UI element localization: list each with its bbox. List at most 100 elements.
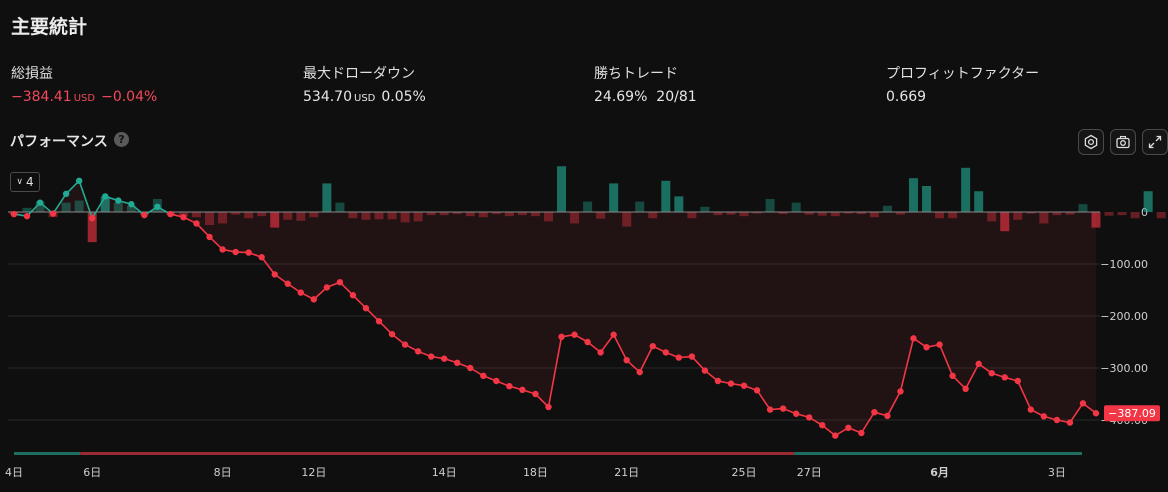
equity-segment: [899, 338, 915, 392]
trade-bar: [530, 212, 540, 217]
equity-point: [688, 353, 696, 360]
equity-point: [115, 197, 122, 204]
equity-point: [23, 212, 31, 220]
equity-point: [440, 355, 448, 362]
trade-bar: [400, 212, 410, 223]
stat-amount: 24.69%: [594, 89, 648, 105]
equity-point: [988, 370, 995, 377]
stat-percent: 0.05%: [381, 89, 426, 105]
stat-max-drawdown: 最大ドローダウン 534.70 USD 0.05%: [303, 63, 426, 105]
equity-point: [923, 344, 930, 351]
screenshot-button[interactable]: [1110, 129, 1136, 155]
equity-point: [362, 305, 370, 312]
performance-title: パフォーマンス: [10, 134, 108, 150]
equity-point: [193, 220, 200, 227]
x-tick-label: 8日: [214, 466, 232, 479]
trade-bar: [1117, 212, 1127, 216]
equity-point: [545, 403, 552, 411]
trade-bar: [1013, 212, 1023, 220]
x-tick-label: 4日: [5, 466, 23, 479]
settings-button[interactable]: [1078, 129, 1104, 155]
equity-point: [897, 388, 904, 395]
trade-bar: [583, 201, 593, 212]
range-bar-negative: [80, 452, 795, 455]
fullscreen-icon: [1148, 135, 1162, 149]
equity-point: [975, 360, 982, 368]
x-tick-label: 12日: [301, 466, 326, 479]
trade-bar: [1026, 212, 1036, 214]
last-value-badge: [1104, 405, 1160, 422]
equity-point: [258, 254, 265, 261]
trade-bar: [517, 212, 527, 216]
trade-bar: [570, 212, 580, 224]
trade-bar: [218, 212, 228, 224]
trade-bar: [869, 212, 879, 218]
trade-bar: [452, 212, 462, 215]
trade-bar: [1078, 204, 1088, 212]
stat-label: プロフィットファクター: [886, 66, 1040, 82]
trade-bar: [309, 212, 319, 218]
trade-bar: [1104, 212, 1114, 216]
trade-bar: [1130, 212, 1140, 219]
stat-count: 20/81: [656, 89, 697, 105]
trade-bar: [1143, 191, 1153, 212]
equity-point: [493, 377, 500, 385]
trade-bar: [87, 212, 97, 243]
equity-point: [871, 409, 878, 416]
trade-bar: [609, 183, 619, 212]
equity-segment: [1017, 380, 1032, 410]
trade-bar: [804, 212, 814, 215]
equity-point: [375, 318, 383, 325]
question-circle-icon[interactable]: ?: [114, 132, 129, 147]
zoom-dropdown[interactable]: ∨ 4: [10, 172, 40, 192]
equity-segment: [78, 180, 93, 219]
stat-amount: 534.70: [303, 89, 352, 105]
range-bar-positive: [794, 452, 1082, 455]
x-tick-label: 6月: [930, 466, 949, 479]
trade-bar: [335, 202, 345, 212]
equity-point: [558, 333, 565, 340]
x-tick-label: 25日: [732, 466, 757, 479]
equity-point: [427, 353, 435, 360]
trade-bar: [791, 202, 801, 212]
equity-point: [819, 422, 826, 429]
settings-icon: [1084, 134, 1098, 150]
equity-area: [14, 180, 1096, 436]
trade-bar: [257, 212, 267, 217]
trade-bar: [987, 212, 997, 222]
trade-bar: [765, 199, 775, 212]
trade-bar: [465, 212, 475, 217]
equity-segment: [756, 389, 771, 411]
trade-bar: [439, 212, 449, 216]
equity-segment: [52, 193, 67, 215]
trade-bar: [687, 212, 697, 219]
trade-bar: [961, 167, 971, 212]
equity-point: [636, 368, 643, 376]
equity-point: [740, 382, 748, 389]
equity-segment: [261, 256, 276, 275]
stat-percent: −0.04%: [101, 89, 158, 105]
equity-point: [323, 284, 331, 291]
equity-point: [297, 289, 304, 296]
equity-point: [714, 377, 722, 385]
equity-point: [910, 335, 917, 342]
trade-bar: [1156, 212, 1166, 219]
equity-point: [792, 410, 800, 417]
trade-bar: [596, 212, 606, 219]
trade-bar: [817, 212, 827, 216]
trade-bar: [726, 212, 736, 215]
trade-bar: [244, 212, 254, 219]
equity-point: [1066, 419, 1074, 426]
trade-bar: [1000, 212, 1010, 232]
equity-point: [845, 424, 852, 431]
trade-bar: [504, 212, 514, 217]
equity-point: [349, 292, 357, 299]
equity-point: [154, 203, 161, 210]
equity-point: [1079, 400, 1087, 407]
trade-bar: [648, 212, 658, 219]
camera-icon: [1116, 135, 1130, 149]
equity-point: [1053, 416, 1061, 424]
equity-point: [141, 211, 148, 219]
equity-point: [167, 210, 174, 218]
equity-point: [180, 214, 187, 221]
